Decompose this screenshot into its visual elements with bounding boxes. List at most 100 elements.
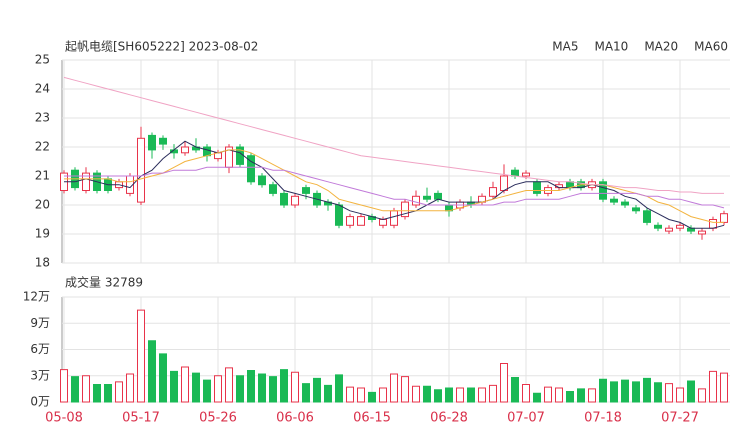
chart-title: 起帆电缆[SH605222] 2023-08-02 — [65, 39, 258, 54]
volume-bar — [434, 389, 442, 403]
volume-bar — [456, 387, 464, 403]
volume-bar — [181, 366, 189, 403]
volume-bar — [478, 387, 486, 403]
candle-body — [654, 224, 662, 229]
candle-body — [291, 195, 299, 206]
candle-body — [412, 195, 420, 206]
volume-bar — [632, 381, 640, 403]
volume-bar — [720, 372, 728, 403]
y-tick-label: 19 — [35, 227, 50, 241]
ma-line — [64, 149, 724, 223]
candle-body — [258, 175, 266, 186]
volume-bar — [71, 376, 79, 403]
ma-line — [64, 140, 725, 229]
volume-bar — [390, 373, 398, 403]
volume-bar — [698, 388, 706, 403]
volume-bar — [203, 379, 211, 403]
candle-body — [357, 216, 365, 226]
y-tick-label: 25 — [35, 53, 50, 67]
volume-bar — [115, 381, 123, 403]
volume-bar — [137, 309, 145, 403]
legend-label: MA5 — [552, 40, 578, 54]
y-tick-label: 24 — [35, 82, 50, 96]
candle-body — [280, 192, 288, 206]
volume-bar — [522, 384, 530, 403]
volume-bar — [643, 377, 651, 403]
volume-bar — [467, 387, 475, 403]
x-tick-label: 06-15 — [353, 411, 391, 426]
candle-body — [720, 213, 728, 223]
volume-bar — [511, 377, 519, 403]
volume-bar — [445, 387, 453, 403]
candle-body — [632, 207, 640, 212]
volume-bar — [357, 387, 365, 403]
candle-body — [346, 216, 354, 226]
x-tick-label: 05-08 — [45, 411, 83, 426]
candle-body — [379, 219, 387, 226]
y-tick-label: 0万 — [30, 395, 50, 409]
candle-body — [709, 219, 717, 229]
candle-body — [390, 210, 398, 226]
volume-bar — [500, 363, 508, 403]
volume-bar — [170, 370, 178, 403]
volume-bar — [192, 372, 200, 403]
y-tick-label: 23 — [35, 111, 50, 125]
candle-body — [247, 155, 255, 183]
volume-bar — [379, 387, 387, 403]
volume-bar — [60, 369, 68, 403]
legend-label: MA60 — [694, 40, 728, 54]
legend-label: MA20 — [644, 40, 678, 54]
candle-body — [181, 146, 189, 154]
y-tick-label: 3万 — [30, 368, 50, 382]
ma-line — [64, 166, 725, 209]
candle-body — [148, 134, 156, 151]
volume-bar — [423, 385, 431, 403]
x-tick-label: 06-06 — [276, 411, 314, 426]
volume-bar — [324, 384, 332, 403]
volume-bar — [368, 391, 376, 403]
x-tick-label: 05-17 — [122, 411, 160, 426]
y-tick-label: 18 — [35, 256, 50, 270]
candle-body — [610, 198, 618, 203]
legend-label: MA10 — [594, 40, 628, 54]
volume-bar — [621, 379, 629, 403]
candle-body — [159, 137, 167, 145]
y-tick-label: 9万 — [30, 316, 50, 330]
volume-bar — [654, 382, 662, 403]
y-tick-label: 21 — [35, 169, 50, 183]
candle-body — [698, 230, 706, 235]
volume-bar — [236, 375, 244, 403]
volume-bar — [555, 387, 563, 403]
volume-bar — [412, 385, 420, 403]
candle-body — [302, 187, 310, 194]
volume-bar — [665, 383, 673, 403]
x-tick-label: 07-27 — [661, 411, 699, 426]
volume-bar — [148, 340, 156, 403]
volume-bar — [577, 388, 585, 403]
volume-bar — [566, 391, 574, 403]
volume-bar — [269, 376, 277, 403]
volume-bar — [291, 371, 299, 403]
volume-bar — [247, 370, 255, 403]
volume-bar — [159, 353, 167, 403]
volume-bar — [346, 386, 354, 403]
volume-bar — [533, 392, 541, 403]
volume-bar — [709, 370, 717, 403]
candle-body — [269, 184, 277, 194]
candle-body — [599, 181, 607, 200]
candle-body — [401, 201, 409, 218]
volume-bar — [687, 380, 695, 403]
volume-title: 成交量 32789 — [65, 275, 143, 290]
candle-body — [82, 172, 90, 192]
volume-bar — [302, 383, 310, 403]
x-tick-label: 06-28 — [430, 411, 468, 426]
y-tick-label: 22 — [35, 140, 50, 154]
candle-body — [434, 192, 442, 200]
volume-bar — [401, 376, 409, 403]
candle-body — [423, 195, 431, 200]
volume-bar — [544, 386, 552, 403]
volume-bar — [280, 369, 288, 403]
volume-bar — [93, 384, 101, 403]
candle-body — [137, 137, 145, 203]
